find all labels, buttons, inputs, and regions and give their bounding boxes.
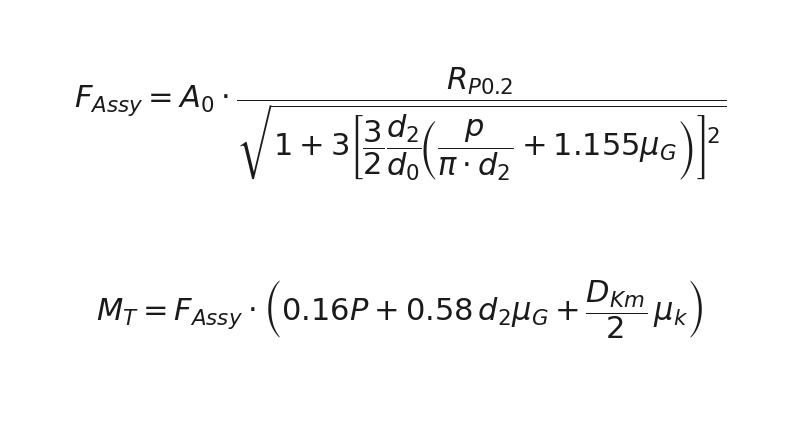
Text: $F_{Assy} = A_0 \cdot \dfrac{R_{P0.2}}{\sqrt{1+3\left[\dfrac{3}{2}\dfrac{d_2}{d_: $F_{Assy} = A_0 \cdot \dfrac{R_{P0.2}}{\…	[74, 66, 726, 183]
Text: $M_T = F_{Assy} \cdot \left(0.16P + 0.58\,d_2\mu_G + \dfrac{D_{Km}}{2}\,\mu_k\ri: $M_T = F_{Assy} \cdot \left(0.16P + 0.58…	[96, 278, 704, 341]
